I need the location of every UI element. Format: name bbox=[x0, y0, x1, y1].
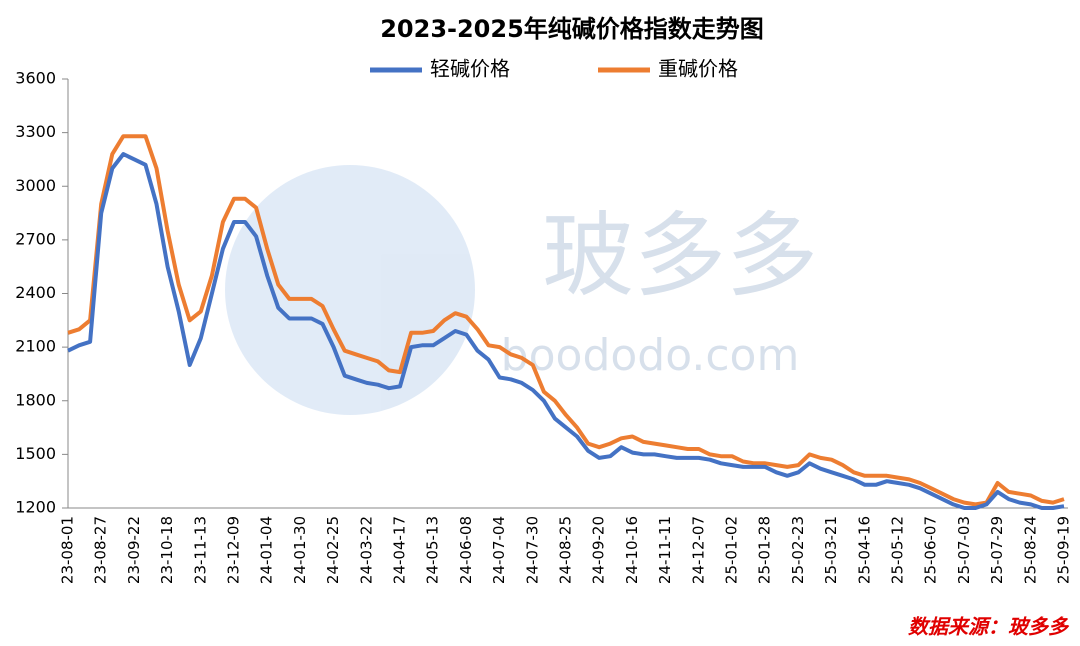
x-tick-label: 23-08-27 bbox=[92, 516, 110, 584]
x-tick-label: 25-02-23 bbox=[789, 516, 807, 584]
x-tick-label: 23-11-13 bbox=[191, 516, 209, 584]
legend-label: 轻碱价格 bbox=[430, 57, 510, 81]
y-tick-label: 2400 bbox=[15, 283, 56, 302]
legend-label: 重碱价格 bbox=[658, 57, 738, 81]
x-tick-label: 25-01-02 bbox=[723, 516, 741, 584]
x-tick-label: 24-01-30 bbox=[291, 516, 309, 584]
x-tick-label: 24-01-04 bbox=[258, 516, 276, 584]
y-tick-label: 1500 bbox=[15, 444, 56, 463]
x-tick-label: 25-08-24 bbox=[1021, 516, 1039, 584]
y-tick-label: 3300 bbox=[15, 122, 56, 141]
x-tick-label: 25-09-19 bbox=[1055, 516, 1073, 584]
x-tick-label: 25-07-03 bbox=[955, 516, 973, 584]
x-tick-label: 23-09-22 bbox=[125, 516, 143, 584]
series-line bbox=[67, 134, 1065, 507]
source-note: 数据来源：玻多多 bbox=[908, 615, 1070, 639]
watermark-logo bbox=[225, 165, 475, 415]
x-tick-label: 25-05-12 bbox=[889, 516, 907, 584]
x-tick-label: 24-10-16 bbox=[623, 516, 641, 584]
x-tick-label: 24-05-13 bbox=[424, 516, 442, 584]
x-tick-label: 24-08-25 bbox=[557, 516, 575, 584]
x-tick-label: 24-12-07 bbox=[689, 516, 707, 584]
x-tick-label: 25-07-29 bbox=[988, 516, 1006, 584]
x-tick-label: 23-08-01 bbox=[59, 516, 77, 584]
x-tick-label: 25-01-28 bbox=[756, 516, 774, 584]
x-tick-label: 24-06-08 bbox=[457, 516, 475, 584]
x-tick-label: 24-11-11 bbox=[656, 516, 674, 584]
x-tick-label: 24-02-25 bbox=[324, 516, 342, 584]
y-tick-label: 1800 bbox=[15, 390, 56, 409]
x-tick-label: 24-07-30 bbox=[523, 516, 541, 584]
x-tick-label: 24-04-17 bbox=[391, 516, 409, 584]
y-tick-label: 2100 bbox=[15, 337, 56, 356]
x-tick-label: 25-06-07 bbox=[922, 516, 940, 584]
x-tick-label: 23-12-09 bbox=[225, 516, 243, 584]
x-tick-label: 23-10-18 bbox=[158, 516, 176, 584]
watermark-url: boododo.com bbox=[501, 330, 800, 381]
watermark-name: 玻多多 bbox=[542, 202, 818, 309]
chart-title: 2023-2025年纯碱价格指数走势图 bbox=[380, 15, 764, 43]
x-tick-label: 24-09-20 bbox=[590, 516, 608, 584]
y-tick-label: 3600 bbox=[15, 69, 56, 88]
y-tick-label: 3000 bbox=[15, 176, 56, 195]
y-tick-label: 2700 bbox=[15, 229, 56, 248]
x-tick-label: 24-07-04 bbox=[490, 516, 508, 584]
x-tick-label: 24-03-22 bbox=[357, 516, 375, 584]
x-tick-label: 25-03-21 bbox=[822, 516, 840, 584]
x-tick-label: 25-04-16 bbox=[855, 516, 873, 584]
series-line bbox=[67, 152, 1065, 510]
watermark: 玻多多 boododo.com bbox=[225, 165, 818, 415]
y-tick-label: 1200 bbox=[15, 498, 56, 517]
